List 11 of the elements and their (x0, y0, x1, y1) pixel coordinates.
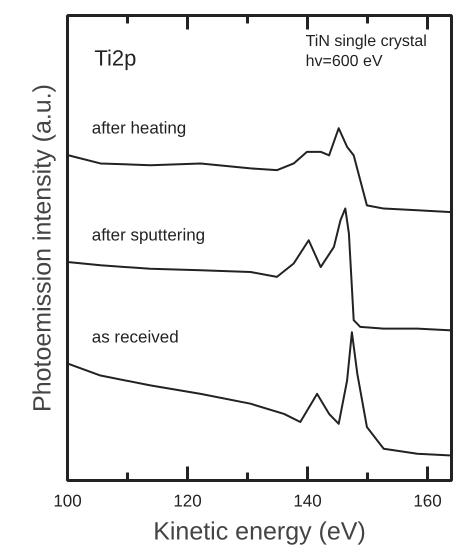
text: TiN single crystal hv=600 eV (306, 32, 427, 70)
y-axis-title: Photoemission intensity (a.u.) (28, 84, 56, 412)
series-label: as received (92, 327, 179, 346)
x-tick-label: 100 (53, 492, 82, 510)
x-axis-title: Kinetic energy (eV) (153, 518, 366, 546)
x-tick-label: 120 (173, 492, 202, 510)
series-label: after sputtering (92, 225, 206, 244)
x-tick-label: 140 (293, 492, 322, 510)
text: Ti2p (94, 45, 136, 70)
x-tick-label: 160 (413, 492, 442, 510)
series-label: after heating (92, 118, 186, 138)
